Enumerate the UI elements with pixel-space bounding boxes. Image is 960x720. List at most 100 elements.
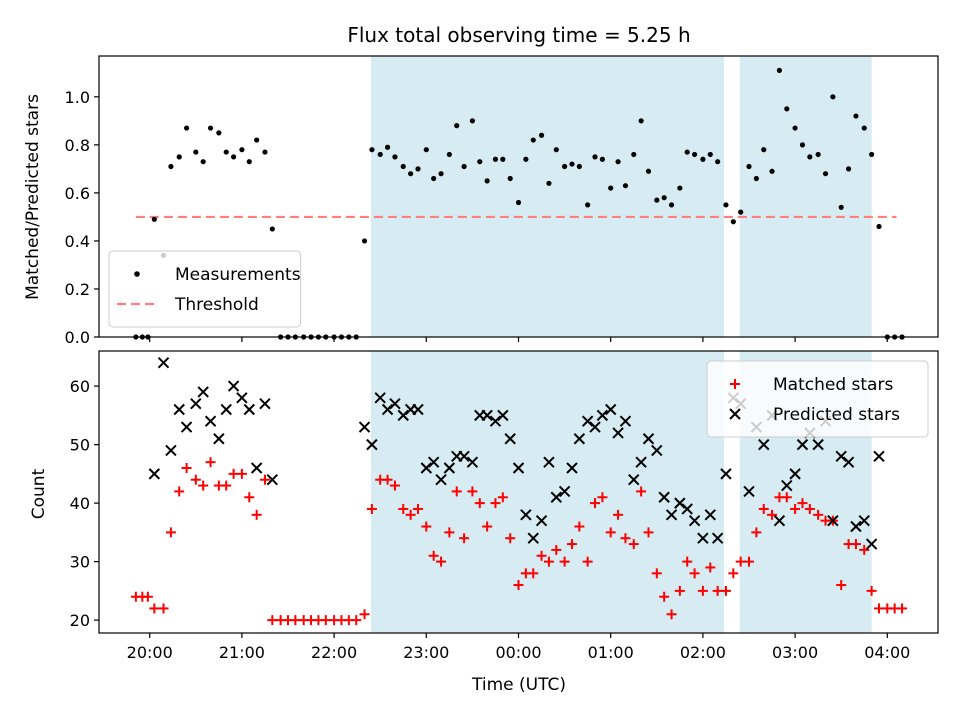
measurement-point (538, 132, 545, 138)
legend-label: Threshold (174, 295, 259, 315)
matched-star-point (467, 486, 478, 497)
predicted-star-point (865, 538, 878, 550)
predicted-star-point (711, 532, 724, 544)
legend-marker-measurements (134, 271, 140, 277)
measurement-point (608, 185, 614, 191)
measurement-point (792, 125, 798, 131)
x-tick-label: 21:00 (219, 643, 265, 662)
measurement-point (638, 118, 644, 124)
predicted-star-point (628, 474, 640, 486)
matched-star-point (513, 580, 524, 591)
matched-star-point (436, 556, 447, 567)
matched-star-point (566, 539, 577, 550)
matched-star-point (543, 556, 554, 567)
legend-box (108, 250, 302, 328)
predicted-star-point (213, 433, 225, 445)
matched-star-point (382, 474, 393, 485)
matched-star-point (490, 498, 501, 509)
legend-label: Measurements (175, 265, 301, 285)
predicted-star-point (665, 509, 678, 521)
matched-star-point (836, 580, 847, 591)
measurement-point (408, 171, 414, 177)
predicted-star-point (651, 444, 663, 457)
predicted-star-point (688, 514, 701, 527)
measurement-point (645, 168, 652, 174)
measurement-point (384, 144, 391, 150)
matched-star-point (651, 568, 662, 579)
predicted-star-point (435, 474, 447, 486)
predicted-star-point (681, 503, 693, 515)
matched-star-point (405, 509, 416, 520)
measurement-point (845, 166, 852, 172)
bottom-legend: Matched stars Predicted stars (706, 360, 929, 438)
predicted-star-point (420, 462, 433, 474)
predicted-star-point (489, 415, 502, 427)
measurement-point (392, 154, 398, 160)
x-tick-label: 20:00 (127, 643, 173, 662)
measurement-point (569, 161, 575, 167)
predicted-star-point (873, 450, 885, 463)
matched-stars-series (130, 457, 908, 626)
measurement-point (200, 159, 206, 165)
measurements-series (133, 67, 905, 340)
predicted-star-point (604, 403, 617, 416)
measurement-point (599, 156, 606, 162)
predicted-star-point (220, 403, 232, 416)
matched-star-point (605, 527, 616, 538)
x-tick-label: 00:00 (495, 643, 541, 662)
measurement-point (700, 156, 706, 162)
measurement-point (853, 113, 859, 119)
measurement-point (730, 219, 736, 225)
predicted-star-point (259, 397, 271, 410)
predicted-star-point (527, 532, 539, 544)
measurement-point (654, 197, 660, 203)
legend-entry: Matched stars (730, 375, 893, 395)
x-tick-label: 03:00 (772, 643, 818, 662)
predicted-star-point (243, 403, 255, 416)
predicted-star-point (619, 415, 632, 427)
predicted-star-point (781, 479, 793, 492)
matched-star-point (628, 539, 639, 550)
x-tick-label: 23:00 (403, 643, 449, 662)
matched-star-point (790, 503, 801, 514)
matched-star-point (221, 480, 232, 491)
matched-star-point (444, 527, 455, 538)
measurement-point (484, 178, 490, 184)
measurement-point (753, 175, 759, 182)
top-legend: Measurements Threshold (108, 250, 302, 328)
matched-star-point (398, 503, 409, 514)
matched-star-point (804, 503, 815, 514)
matched-star-point (597, 492, 608, 503)
matched-star-point (551, 544, 562, 555)
predicted-star-point (381, 403, 394, 416)
matched-star-point (743, 556, 754, 567)
measurement-point (861, 125, 867, 131)
measurement-point (553, 147, 559, 153)
matched-star-point (366, 503, 377, 514)
matched-star-point (613, 509, 624, 520)
predicted-star-point (236, 392, 248, 404)
predicted-star-point (674, 497, 686, 509)
matched-star-point (497, 492, 508, 503)
bottom-y-tick-label: 50 (70, 436, 90, 455)
matched-star-point (859, 544, 870, 555)
matched-star-point (421, 521, 432, 532)
top-shaded-interval-1 (370, 56, 725, 337)
measurement-point (707, 151, 713, 158)
matched-star-point (528, 568, 539, 579)
matched-star-point (244, 492, 255, 503)
measurement-point (377, 151, 383, 158)
matched-star-point (389, 480, 400, 491)
matched-star-point (451, 486, 462, 497)
predicted-star-point (543, 456, 555, 468)
measurement-point (585, 202, 591, 208)
predicted-star-point (704, 509, 716, 521)
legend-entry: Measurements (134, 265, 301, 285)
matched-star-point (482, 521, 493, 532)
matched-star-point (198, 480, 209, 491)
predicted-star-point (165, 444, 177, 457)
predicted-star-point (173, 403, 185, 416)
measurement-point (815, 151, 821, 158)
matched-star-point (659, 591, 670, 602)
x-axis-label: Time (UTC) (471, 675, 566, 695)
